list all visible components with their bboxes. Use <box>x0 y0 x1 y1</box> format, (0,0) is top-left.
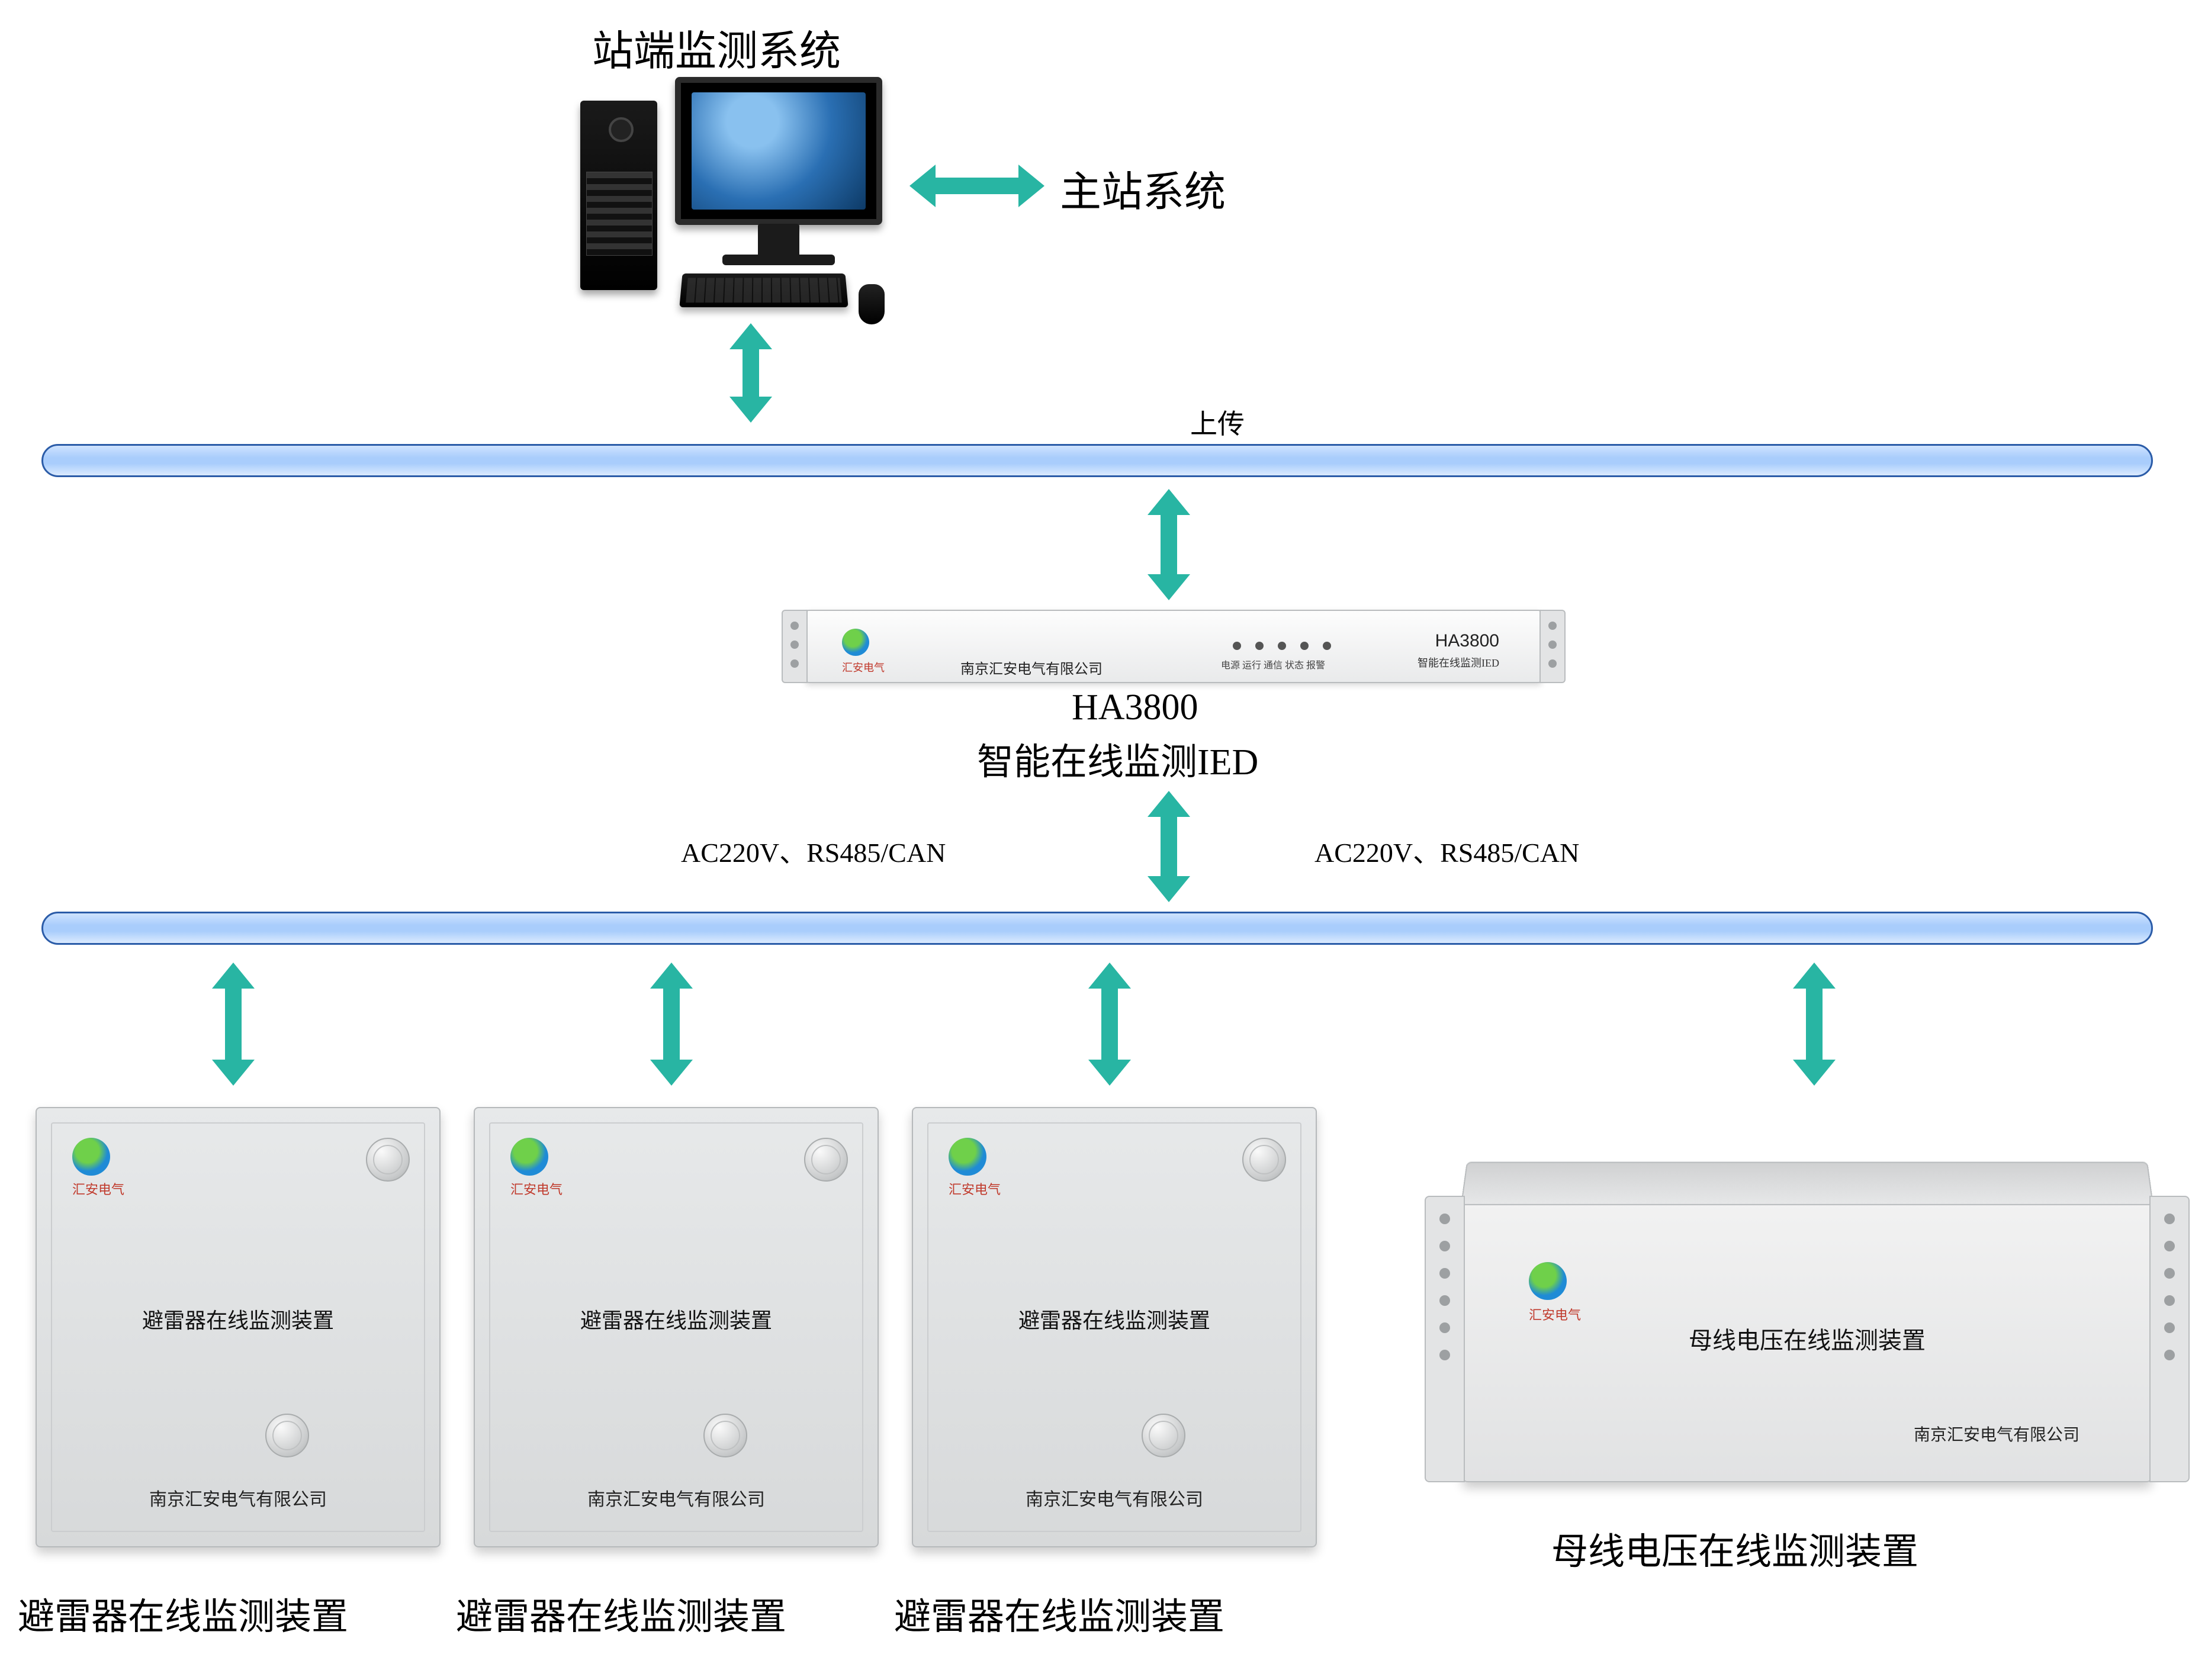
master-station-label: 主站系统 <box>1060 159 1226 218</box>
arrow-ied-bus2 <box>1161 817 1177 876</box>
arrester-company: 南京汇安电气有限公司 <box>37 1485 439 1511</box>
arrester-panel-label: 避雷器在线监测装置 <box>37 1304 439 1334</box>
bus-upper <box>41 444 2153 477</box>
brand-logo-icon <box>1529 1262 1567 1300</box>
station-system-title: 站端监测系统 <box>592 18 841 78</box>
brand-logo-icon <box>949 1138 986 1176</box>
ied-model-sub: 智能在线监测IED <box>1418 655 1499 670</box>
arrow-bus2-rack <box>1806 989 1823 1060</box>
arrow-bus2-a3 <box>1101 989 1118 1060</box>
computer-icon <box>580 77 888 314</box>
bus2-left-spec: AC220V、RS485/CAN <box>681 831 946 870</box>
arrow-bus1-ied <box>1161 515 1177 574</box>
arrester-box-2: 汇安电气 避雷器在线监测装置 南京汇安电气有限公司 <box>474 1107 879 1547</box>
arrester-caption-1: 避雷器在线监测装置 <box>18 1586 348 1640</box>
arrester-box-3: 汇安电气 避雷器在线监测装置 南京汇安电气有限公司 <box>912 1107 1317 1547</box>
ied-led-labels: 电源 运行 通信 状态 报警 <box>1221 657 1325 671</box>
arrester-company: 南京汇安电气有限公司 <box>475 1485 878 1511</box>
arrester-caption-2: 避雷器在线监测装置 <box>456 1586 786 1640</box>
brand-text: 汇安电气 <box>842 659 885 675</box>
brand-text: 汇安电气 <box>510 1179 563 1198</box>
arrow-pc-master <box>936 178 1018 194</box>
bus2-right-spec: AC220V、RS485/CAN <box>1314 831 1579 870</box>
brand-logo-icon <box>72 1138 110 1176</box>
ied-caption-line1: HA3800 <box>1072 687 1198 729</box>
busbar-voltage-unit: 汇安电气 母线电压在线监测装置 南京汇安电气有限公司 <box>1463 1196 2152 1482</box>
diagram-canvas: 站端监测系统 主站系统 上传 汇安电气 南京汇安电气有限公司 电源 运行 通信 … <box>0 0 2192 1680</box>
arrester-company: 南京汇安电气有限公司 <box>913 1485 1316 1511</box>
busbar-caption: 母线电压在线监测装置 <box>1551 1521 1918 1575</box>
arrester-caption-3: 避雷器在线监测装置 <box>894 1586 1224 1640</box>
busbar-company: 南京汇安电气有限公司 <box>1914 1422 2079 1446</box>
busbar-panel-label: 母线电压在线监测装置 <box>1464 1321 2151 1356</box>
arrester-panel-label: 避雷器在线监测装置 <box>913 1304 1316 1334</box>
upload-label: 上传 <box>1190 403 1245 442</box>
arrow-bus2-a2 <box>663 989 680 1060</box>
brand-logo-icon <box>842 629 869 656</box>
arrow-pc-bus <box>743 349 759 397</box>
brand-text: 汇安电气 <box>72 1179 124 1198</box>
ied-device: 汇安电气 南京汇安电气有限公司 电源 运行 通信 状态 报警 HA3800 智能… <box>805 610 1542 683</box>
brand-text: 汇安电气 <box>949 1179 1001 1198</box>
brand-logo-icon <box>510 1138 548 1176</box>
ied-model: HA3800 <box>1435 631 1499 651</box>
arrester-box-1: 汇安电气 避雷器在线监测装置 南京汇安电气有限公司 <box>36 1107 441 1547</box>
bus-lower <box>41 912 2153 945</box>
ied-caption-line2: 智能在线监测IED <box>977 732 1258 785</box>
ied-company: 南京汇安电气有限公司 <box>960 657 1103 678</box>
arrester-panel-label: 避雷器在线监测装置 <box>475 1304 878 1334</box>
arrow-bus2-a1 <box>225 989 242 1060</box>
